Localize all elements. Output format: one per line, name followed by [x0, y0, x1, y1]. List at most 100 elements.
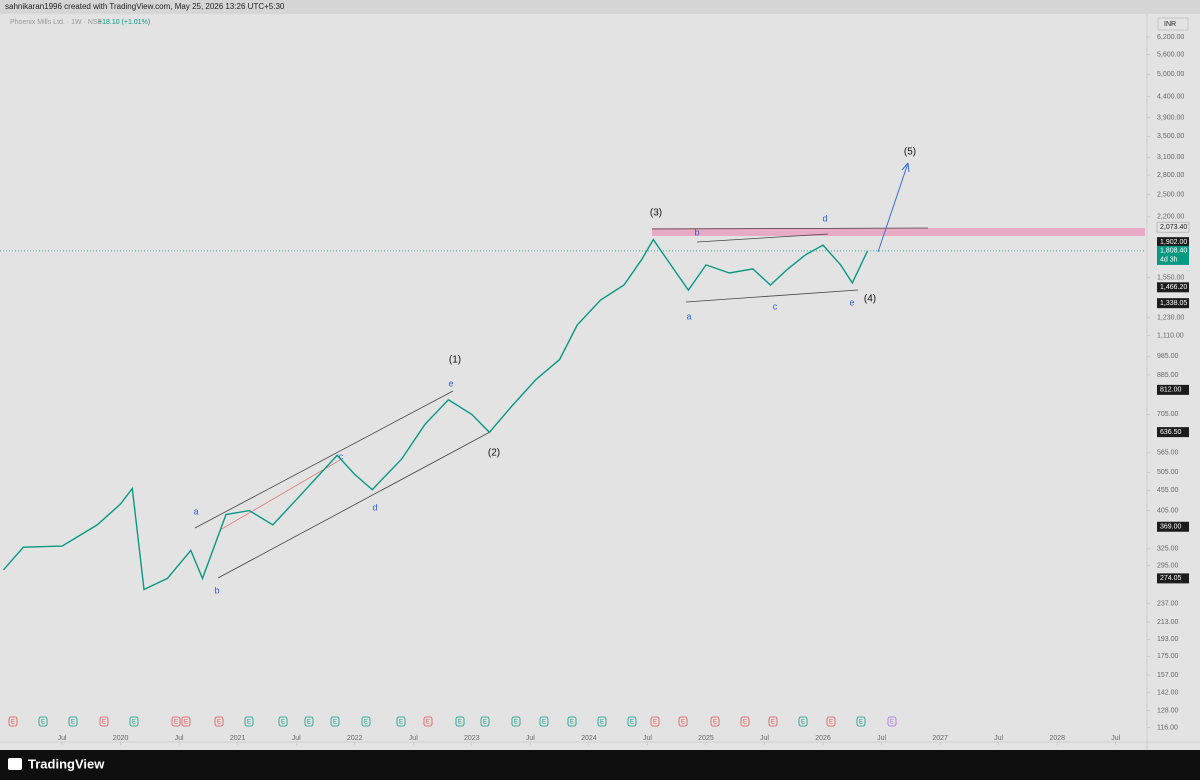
subwave-label: e	[849, 297, 854, 307]
plot: 6,200.00 5,600.00 5,000.00 4,400.00 3,900.00…	[0, 14, 1200, 750]
wave-label: (4)	[864, 294, 876, 305]
earnings-marker	[129, 716, 139, 727]
earnings-marker	[304, 716, 314, 727]
x-tick-label: 2025	[698, 735, 714, 742]
header-bar	[0, 0, 1200, 14]
footer-bar	[0, 750, 1200, 780]
x-tick-label: Jul	[292, 735, 301, 742]
y-tick-label: 455.00	[1157, 487, 1179, 494]
earnings-marker	[480, 716, 490, 727]
trend-line	[194, 390, 454, 529]
x-tick-label: 2026	[815, 735, 831, 742]
earnings-marker	[423, 716, 433, 727]
earnings-marker-label: E	[801, 720, 805, 726]
earnings-marker-label: E	[364, 720, 368, 726]
earnings-marker-label: E	[426, 720, 430, 726]
earnings-marker-label: E	[483, 720, 487, 726]
price-badge-label: 274.05	[1160, 575, 1182, 582]
price-badge-label: 1,466.20	[1160, 284, 1187, 291]
legend-change: +18.10 (+1.01%)	[98, 19, 150, 26]
price-badge-label: 1,808.40	[1160, 248, 1187, 255]
earnings-marker	[455, 716, 465, 727]
y-tick-label: 157.00	[1157, 672, 1179, 679]
earnings-marker	[330, 716, 340, 727]
earnings-marker	[539, 716, 549, 727]
price-line	[2, 238, 869, 591]
y-tick-label: 1,230.00	[1157, 315, 1184, 322]
subwave-label: d	[372, 502, 377, 512]
subwave-label: c	[773, 301, 778, 311]
y-tick-label: 3,100.00	[1157, 154, 1184, 161]
wave-label: (1)	[449, 355, 461, 366]
y-tick-label: 128.00	[1157, 707, 1179, 714]
legend-title: Phoenix Mills Ltd. · 1W · NSE	[10, 19, 103, 26]
projection-arrow-head	[901, 162, 910, 173]
earnings-marker	[171, 716, 181, 727]
y-tick-label: 175.00	[1157, 653, 1179, 660]
earnings-marker-label: E	[829, 720, 833, 726]
earnings-marker	[678, 716, 688, 727]
earnings-marker-label: E	[713, 720, 717, 726]
earnings-marker	[244, 716, 254, 727]
trend-line	[219, 459, 341, 531]
projection-arrow	[877, 162, 909, 253]
x-tick-label: Jul	[1111, 735, 1120, 742]
earnings-marker-label: E	[132, 720, 136, 726]
x-tick-label: 2021	[230, 735, 246, 742]
earnings-marker-label: E	[217, 720, 221, 726]
x-tick-label: 2027	[932, 735, 948, 742]
earnings-marker	[38, 716, 48, 727]
price-badge-label: 2,073.40	[1160, 224, 1187, 231]
price-badge	[1157, 427, 1189, 438]
earnings-marker-label: E	[458, 720, 462, 726]
x-tick-label: Jul	[643, 735, 652, 742]
currency-box	[1157, 17, 1189, 31]
earnings-marker	[650, 716, 660, 727]
y-tick-label: 3,500.00	[1157, 133, 1184, 140]
earnings-marker	[740, 716, 750, 727]
subwave-label: d	[822, 213, 827, 223]
y-tick-label: 885.00	[1157, 372, 1179, 379]
earnings-marker	[768, 716, 778, 727]
earnings-marker-label: E	[653, 720, 657, 726]
x-tick-label: Jul	[409, 735, 418, 742]
y-tick-label: 6,200.00	[1157, 34, 1184, 41]
subwave-label: a	[686, 311, 691, 321]
price-badge	[1157, 282, 1189, 293]
wave-label: (3)	[650, 208, 662, 219]
price-badge	[1157, 384, 1189, 395]
earnings-marker-label: E	[11, 720, 15, 726]
x-tick-label: 2022	[347, 735, 363, 742]
y-tick-label: 405.00	[1157, 507, 1179, 514]
x-tick-label: Jul	[175, 735, 184, 742]
earnings-marker-label: E	[174, 720, 178, 726]
y-tick-label: 3,900.00	[1157, 114, 1184, 121]
footer-brand: TradingView	[28, 756, 105, 771]
currency: INR	[1164, 21, 1176, 28]
earnings-marker-label: E	[307, 720, 311, 726]
price-badge-label: 1,902.00	[1160, 239, 1187, 246]
earnings-marker	[856, 716, 866, 727]
price-badge	[1157, 573, 1189, 584]
y-tick-label: 565.00	[1157, 450, 1179, 457]
trend-line	[696, 233, 829, 243]
earnings-marker-label: E	[247, 720, 251, 726]
y-tick-label: 193.00	[1157, 636, 1179, 643]
earnings-marker-label: E	[771, 720, 775, 726]
y-tick-label: 705.00	[1157, 411, 1179, 418]
x-tick-label: 2020	[113, 735, 129, 742]
y-tick-label: 505.00	[1157, 469, 1179, 476]
price-badge-label: 369.00	[1160, 524, 1182, 531]
earnings-marker-label: E	[570, 720, 574, 726]
y-tick-label: 116.00	[1157, 724, 1178, 731]
earnings-marker	[181, 716, 191, 727]
price-badge	[1157, 237, 1189, 248]
earnings-marker	[361, 716, 371, 727]
trend-line	[651, 227, 929, 230]
earnings-marker	[627, 716, 637, 727]
earnings-marker-label: E	[41, 720, 45, 726]
subwave-label: b	[214, 585, 219, 595]
earnings-marker-label: E	[743, 720, 747, 726]
y-tick-label: 5,600.00	[1157, 52, 1184, 59]
